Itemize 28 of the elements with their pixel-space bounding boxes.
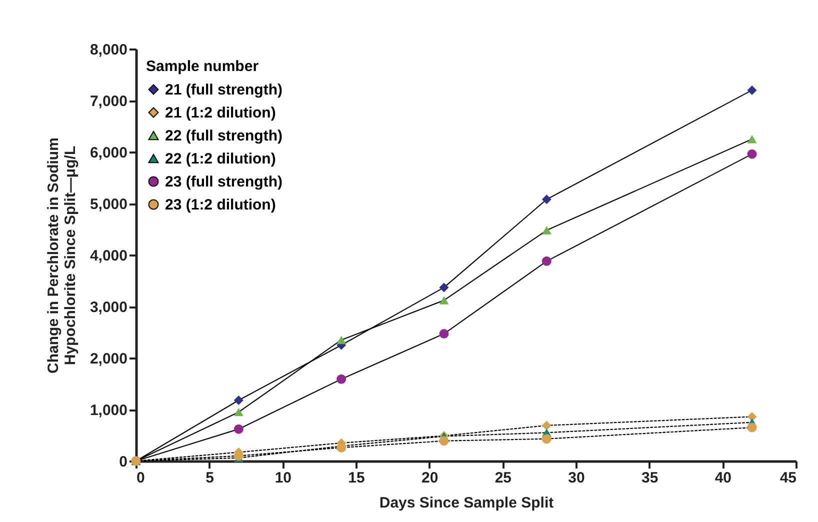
x-tick-label: 45 [780, 470, 796, 486]
x-tick-label: 5 [206, 470, 214, 486]
y-tick-label: 1,000 [90, 402, 128, 419]
y-tick-label: 7,000 [90, 93, 128, 110]
x-axis-title: Days Since Sample Split [379, 494, 554, 512]
legend-label: 21 (1:2 dilution) [165, 104, 276, 122]
legend-label: 23 (1:2 dilution) [165, 196, 276, 214]
x-tick-label: 40 [714, 470, 732, 486]
x-tick-label: 0 [136, 470, 145, 486]
y-tick-label: 6,000 [90, 144, 128, 162]
x-tick-label: 25 [494, 470, 512, 486]
legend-title: Sample number [146, 58, 259, 75]
x-tick-label: 35 [641, 470, 658, 486]
y-tick-label: 3,000 [90, 299, 128, 316]
y-tick-label: 5,000 [90, 196, 128, 213]
y-tick-label: 8,000 [90, 42, 128, 58]
legend-label: 22 (full strength) [165, 128, 283, 144]
x-tick-label: 20 [421, 470, 438, 486]
y-axis-title: Change in Perchlorate in Sodium Hypochlorite Since Split—μg/L [44, 138, 79, 374]
x-tick-label: 10 [274, 470, 292, 486]
legend-label: 21 (full strength) [165, 82, 283, 98]
y-tick-label: 4,000 [90, 248, 128, 264]
legend-label: 23 (full strength) [165, 174, 283, 190]
x-tick-label: 15 [348, 470, 365, 486]
legend-label: 22 (1:2 dilution) [165, 150, 276, 168]
x-tick-label: 30 [568, 470, 585, 486]
y-tick-label: 2,000 [90, 350, 128, 368]
y-tick-label: 0 [119, 454, 128, 470]
